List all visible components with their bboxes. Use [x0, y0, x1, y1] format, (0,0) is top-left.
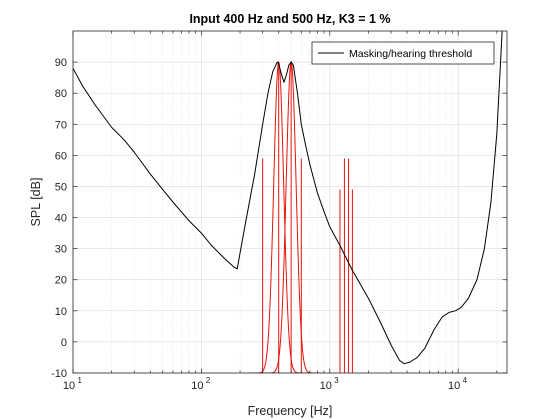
x-tick-label: 10 3 — [320, 376, 340, 392]
threshold-curve — [73, 31, 503, 365]
series-layer — [73, 31, 503, 365]
plot-background — [73, 31, 507, 373]
plot-area — [73, 31, 503, 373]
y-tick-label: 50 — [55, 181, 67, 193]
y-tick-label: -10 — [51, 368, 67, 380]
y-tick-label: 10 — [55, 306, 67, 318]
x-tick-label-base: 10 — [320, 380, 332, 392]
x-tick-label-base: 10 — [63, 380, 75, 392]
x-tick-label-exponent: 3 — [334, 376, 339, 385]
legend-box — [311, 41, 495, 65]
y-axis-label: SPL [dB] — [29, 178, 43, 227]
y-tick-label: 20 — [55, 275, 67, 287]
x-tick-label-exponent: 4 — [463, 376, 468, 385]
x-tick-label-exponent: 2 — [206, 376, 211, 385]
x-tick-label-base: 10 — [448, 380, 460, 392]
chart-title: Input 400 Hz and 500 Hz, K3 = 1 % — [189, 12, 390, 26]
x-tick-label-base: 10 — [191, 380, 203, 392]
y-tick-label: 40 — [55, 213, 67, 225]
y-tick-label: 80 — [55, 88, 67, 100]
y-tick-label: 70 — [55, 119, 67, 131]
plot-frame — [72, 30, 508, 374]
y-tick-label: 60 — [55, 150, 67, 162]
x-tick-label: 10 1 — [63, 376, 83, 392]
x-tick-label-exponent: 1 — [78, 376, 83, 385]
y-tick-label: 0 — [61, 337, 67, 349]
y-tick-labels: -10 0 10 20 30 40 50 60 70 80 90 — [51, 57, 67, 380]
legend-entry-threshold: Masking/hearing threshold — [349, 48, 472, 60]
x-tick-labels: 10 1 10 2 10 3 10 4 — [63, 376, 468, 392]
ticks — [72, 31, 507, 374]
legend[interactable]: Masking/hearing threshold — [311, 41, 495, 65]
x-tick-label: 10 2 — [191, 376, 211, 392]
y-tick-label: 30 — [55, 244, 67, 256]
x-axis-label: Frequency [Hz] — [248, 404, 333, 418]
y-tick-label: 90 — [55, 57, 67, 69]
x-tick-label: 10 4 — [448, 376, 468, 392]
